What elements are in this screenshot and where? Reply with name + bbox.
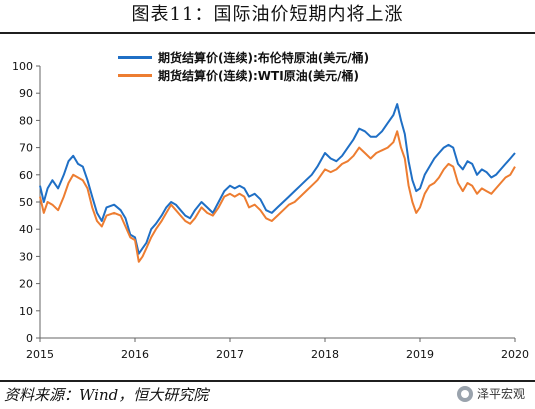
legend-item-brent: 期货结算价(连续):布伦特原油(美元/桶) <box>118 48 369 66</box>
y-tick-label: 90 <box>19 87 33 100</box>
legend-label-brent: 期货结算价(连续):布伦特原油(美元/桶) <box>158 50 370 65</box>
series-lines <box>39 103 516 263</box>
y-tick-label: 70 <box>19 142 33 155</box>
y-tick-label: 10 <box>19 305 33 318</box>
x-axis-ticks: 2015 2016 2017 2018 2019 2020 <box>26 338 529 361</box>
y-tick-label: 0 <box>26 332 33 345</box>
y-tick-label: 20 <box>19 278 33 291</box>
y-tick-label: 40 <box>19 223 33 236</box>
watermark-label: 泽平宏观 <box>476 387 525 401</box>
y-tick-label: 80 <box>19 114 33 127</box>
y-tick-label: 30 <box>19 250 33 263</box>
watermark: 泽平宏观 <box>456 385 525 402</box>
x-tick-label: 2020 <box>501 348 529 361</box>
chart-legend: 期货结算价(连续):布伦特原油(美元/桶) 期货结算价(连续):WTI原油(美元… <box>118 48 369 84</box>
wechat-logo-icon <box>456 385 473 402</box>
footer-divider <box>0 380 535 382</box>
legend-label-wti: 期货结算价(连续):WTI原油(美元/桶) <box>158 68 360 83</box>
wti-price-line <box>39 130 516 263</box>
y-axis-ticks: 0 10 20 30 40 50 60 70 80 90 100 <box>12 60 40 345</box>
x-tick-label: 2017 <box>216 348 244 361</box>
x-tick-label: 2015 <box>26 348 54 361</box>
x-tick-label: 2018 <box>311 348 339 361</box>
source-note: 资料来源：Wind，恒大研究院 <box>4 386 209 404</box>
legend-swatch-brent <box>118 55 152 59</box>
x-tick-label: 2016 <box>121 348 149 361</box>
legend-swatch-wti <box>118 73 152 77</box>
legend-item-wti: 期货结算价(连续):WTI原油(美元/桶) <box>118 66 369 84</box>
y-tick-label: 60 <box>19 169 33 182</box>
y-tick-label: 50 <box>19 196 33 209</box>
title-divider <box>0 32 535 34</box>
x-tick-label: 2019 <box>406 348 434 361</box>
brent-price-line <box>39 103 516 255</box>
y-tick-label: 100 <box>12 60 33 73</box>
page-title: 图表11：国际油价短期内将上涨 <box>131 4 404 25</box>
